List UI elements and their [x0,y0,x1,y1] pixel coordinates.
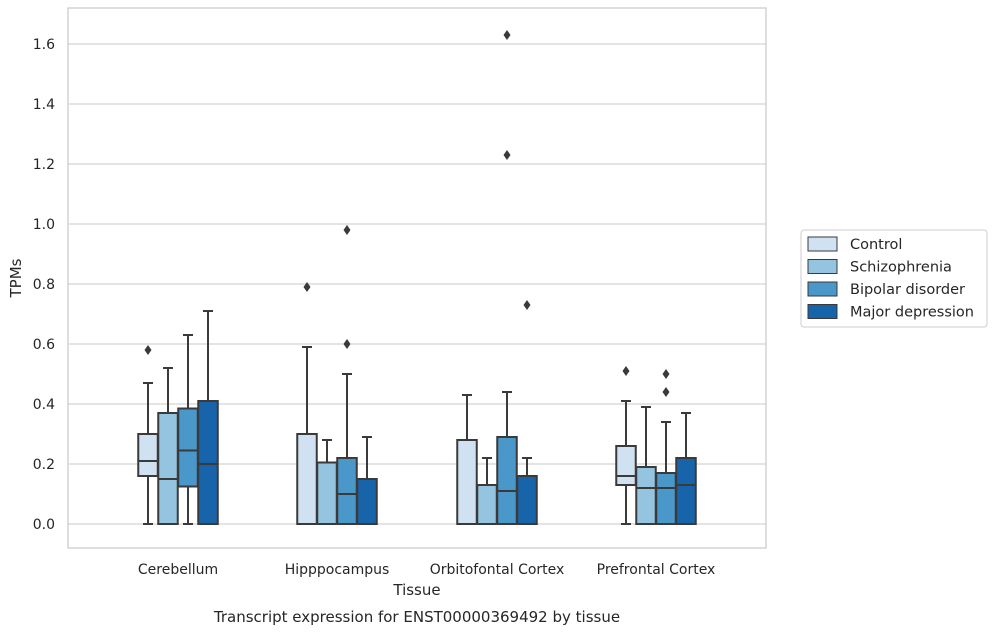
plot-frame [67,7,767,549]
box [516,475,538,525]
box-group [456,394,478,525]
y-tick-label: 0.4 [33,397,55,413]
boxes [137,30,697,525]
box [476,484,498,525]
y-tick-label: 1.2 [33,157,55,173]
box [137,433,159,477]
box [496,436,518,525]
y-axis-title: TPMs [7,258,25,298]
box-group [197,310,219,525]
box-group [496,30,518,525]
y-tick-label: 1.0 [33,217,55,233]
box-group [675,412,697,525]
legend: Control Schizophrenia Bipolar disorder Majo… [800,229,988,328]
y-tick-label: 0.0 [33,517,55,533]
legend-swatch [807,236,838,252]
box [197,400,219,525]
legend-swatch [807,259,838,274]
outlier-point [662,387,670,397]
box [615,445,637,486]
outlier-point [343,339,351,349]
x-axis-title: Tissue [392,581,440,599]
box-group [356,436,378,525]
outlier-point [303,282,311,292]
outlier-point [343,225,351,235]
box [356,478,378,525]
outlier-point [503,150,511,160]
box [336,457,358,525]
chart-title: Transcript expression for ENST0000036949… [213,608,620,626]
y-tick-label: 1.6 [33,37,55,53]
legend-label: Control [850,237,902,253]
box [157,412,179,525]
box [635,466,657,525]
y-tick-label: 1.4 [33,97,55,113]
outlier-point [144,345,152,355]
box-group [615,366,637,525]
y-tick-label: 0.8 [33,277,55,293]
y-tick-labels: 0.0 0.2 0.4 0.6 0.8 1.0 1.2 1.4 1.6 [33,37,55,533]
box [456,439,478,525]
x-tick-label: Prefrontal Cortex [597,562,716,578]
box [177,407,199,488]
box [316,461,338,525]
outlier-point [662,369,670,379]
outlier-point [503,30,511,40]
outlier-point [523,300,531,310]
box-group [516,300,538,525]
box [675,457,697,525]
outlier-point [622,366,630,376]
y-tick-label: 0.6 [33,337,55,353]
legend-frame [800,229,988,328]
legend-label: Schizophrenia [850,260,952,276]
y-tick-label: 0.2 [33,457,55,473]
legend-swatch [807,281,838,297]
x-tick-labels: Cerebellum Hipppocampus Orbitofontal Corte… [138,562,715,578]
box [296,433,318,525]
x-tick-label: Cerebellum [138,562,218,578]
x-tick-label: Orbitofontal Cortex [430,562,565,578]
box [655,472,677,525]
legend-swatch [807,304,838,319]
x-tick-label: Hipppocampus [285,562,390,578]
box-group [296,282,318,525]
legend-label: Major depression [850,305,974,321]
legend-label: Bipolar disorder [850,282,965,298]
